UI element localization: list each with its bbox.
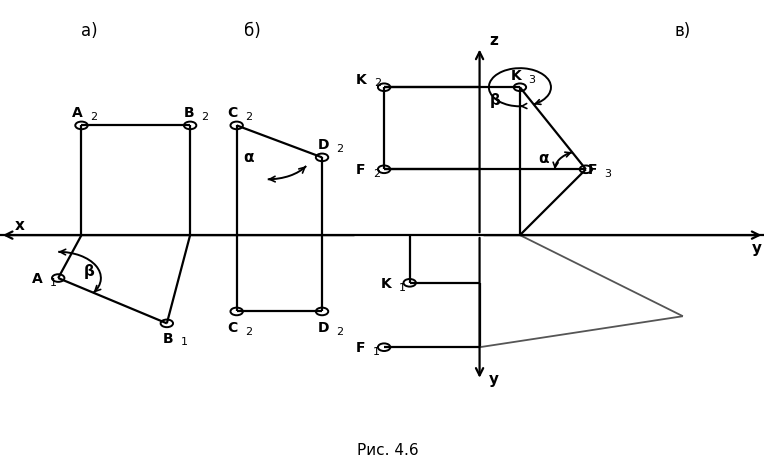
Text: 2: 2 (90, 112, 97, 121)
Text: Рис. 4.6: Рис. 4.6 (357, 442, 419, 457)
Text: K: K (511, 69, 521, 83)
Text: 1: 1 (399, 282, 406, 292)
Text: 1: 1 (50, 278, 57, 287)
Text: K: K (381, 276, 392, 290)
Text: 2: 2 (336, 144, 343, 153)
Text: B: B (183, 106, 194, 120)
Text: D: D (318, 138, 329, 152)
Text: 3: 3 (528, 75, 535, 85)
Text: а): а) (81, 22, 98, 40)
Text: y: y (752, 240, 761, 255)
Text: 1: 1 (373, 347, 380, 356)
Text: 1: 1 (181, 337, 188, 347)
Text: K: K (356, 72, 367, 87)
Text: A: A (32, 271, 43, 286)
Text: б): б) (244, 22, 261, 40)
Text: C: C (227, 106, 238, 120)
Text: 2: 2 (374, 79, 381, 88)
Text: B: B (163, 331, 174, 345)
Text: A: A (72, 106, 83, 120)
Text: F: F (356, 163, 365, 177)
Text: в): в) (675, 22, 691, 40)
Text: 2: 2 (245, 326, 252, 336)
Text: β: β (490, 92, 501, 108)
Text: 2: 2 (201, 112, 208, 121)
Text: z: z (489, 33, 497, 48)
Text: α: α (243, 149, 254, 165)
Text: α: α (538, 150, 549, 166)
Text: D: D (318, 320, 329, 334)
Text: 2: 2 (373, 169, 380, 178)
Text: β: β (84, 264, 95, 279)
Text: F: F (356, 340, 365, 355)
Text: 2: 2 (245, 112, 252, 121)
Text: C: C (227, 320, 238, 334)
Text: y: y (489, 371, 499, 386)
Text: 3: 3 (605, 169, 611, 178)
Text: x: x (15, 218, 24, 233)
Text: 2: 2 (336, 326, 343, 336)
Text: F: F (587, 163, 597, 177)
